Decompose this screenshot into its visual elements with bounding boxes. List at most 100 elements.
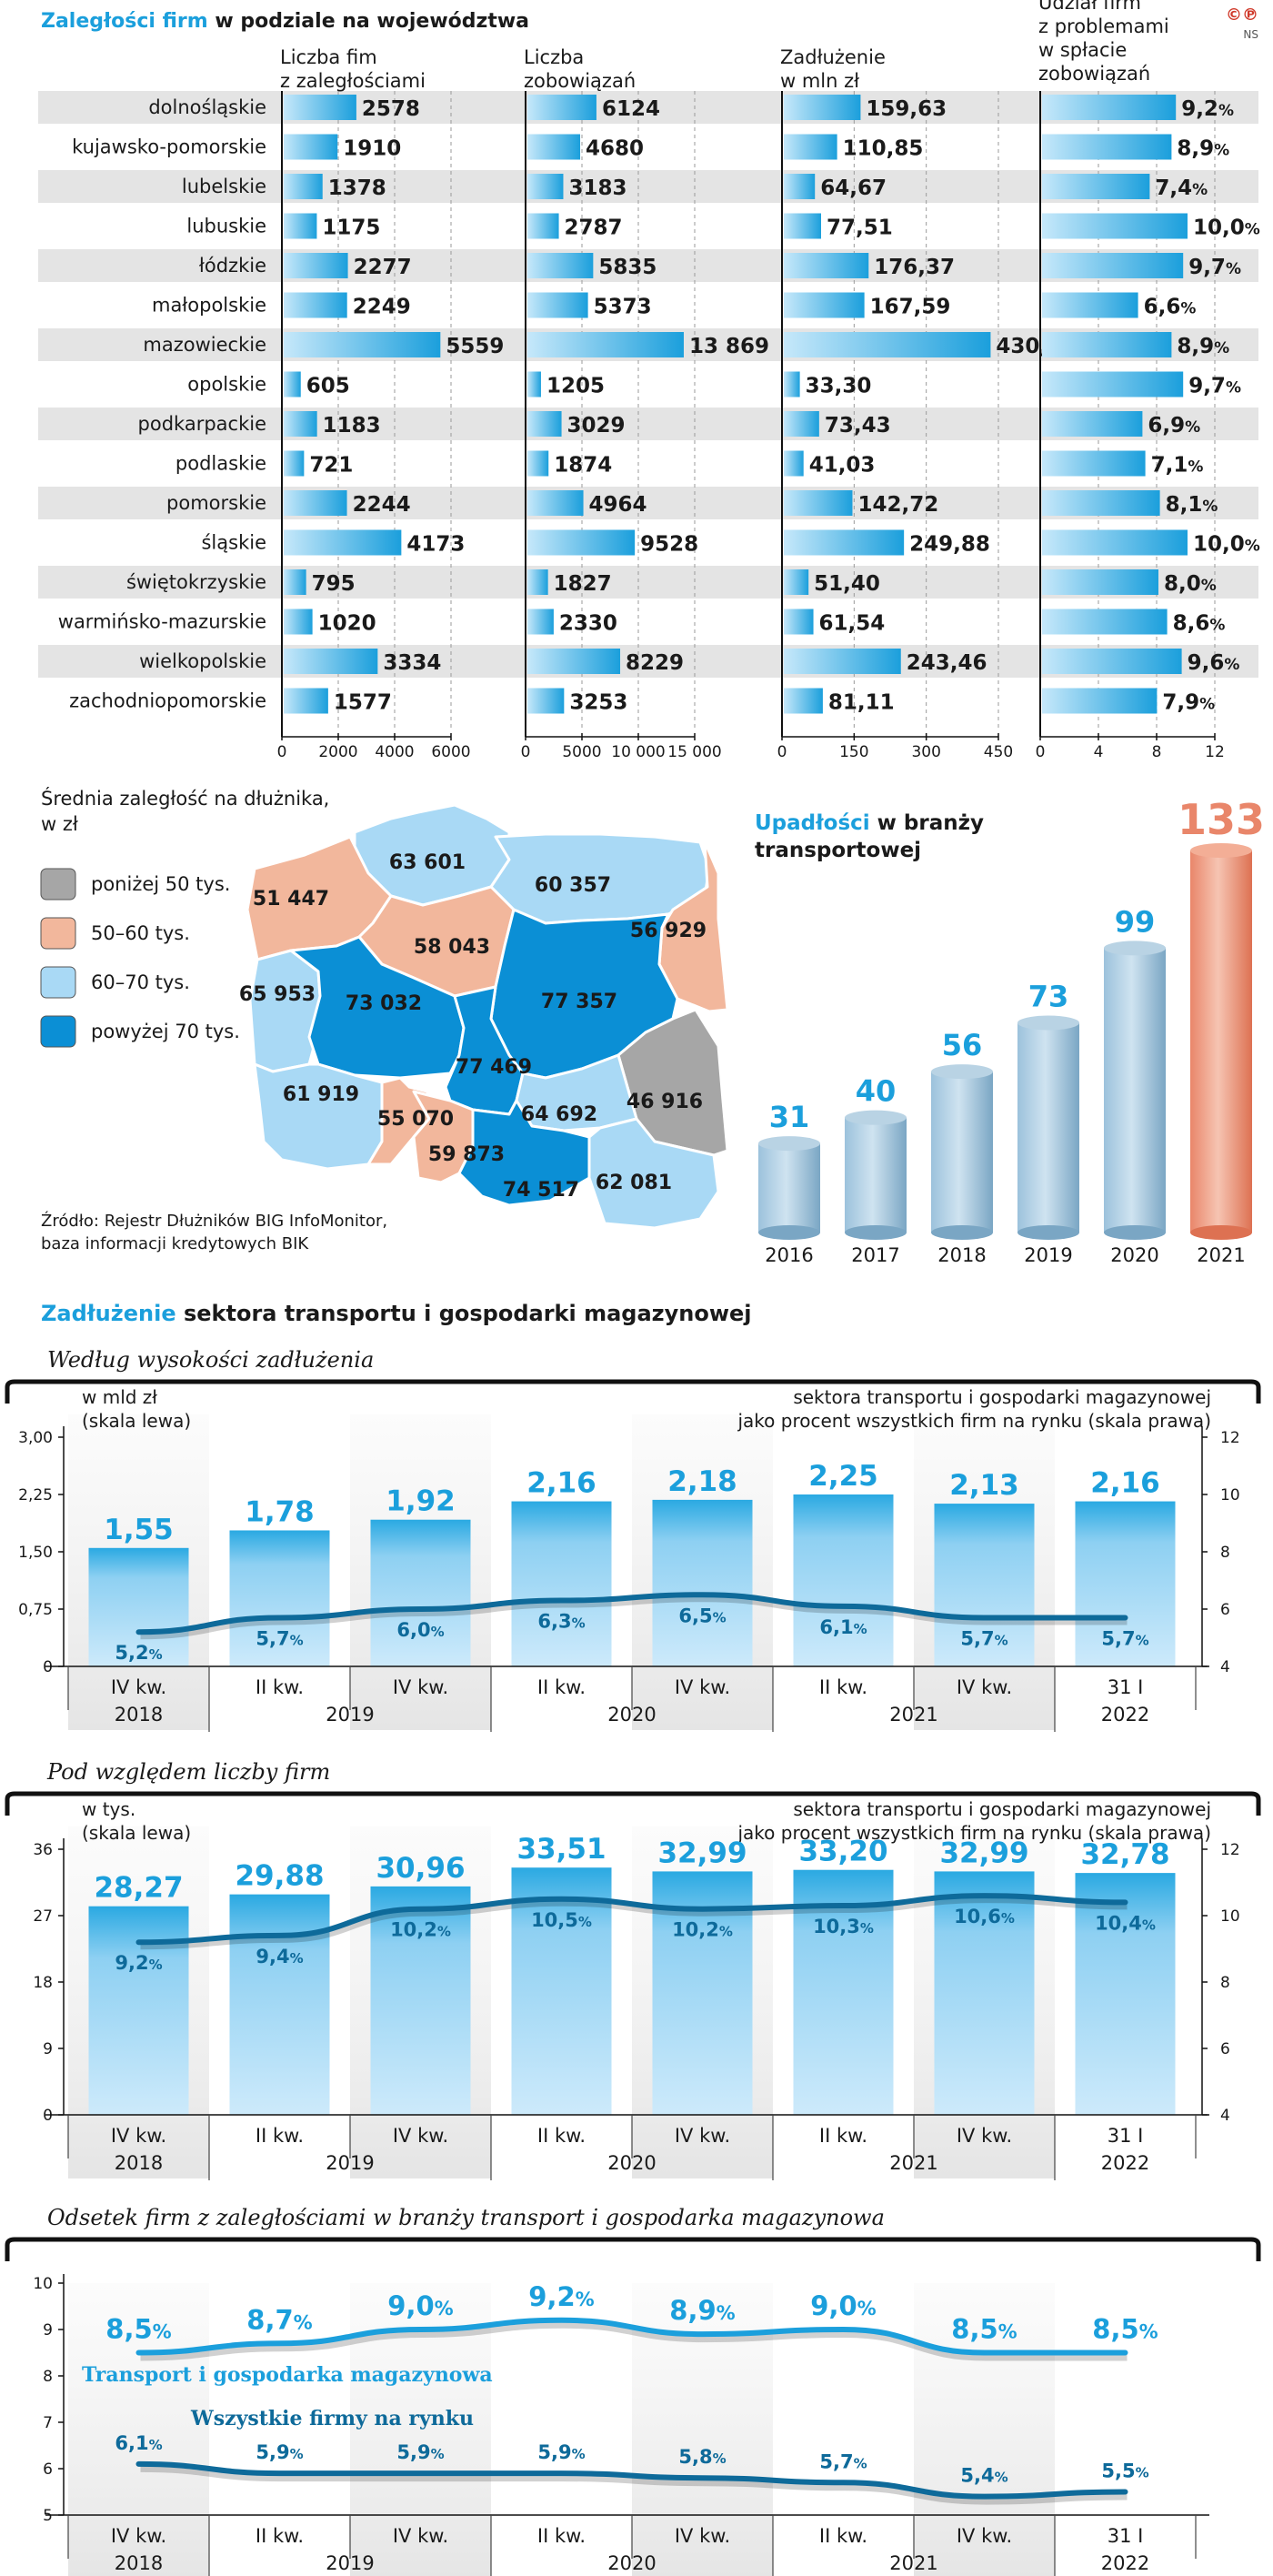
bar-value-label: 2,18 [667,1465,737,1498]
bar-top [931,1064,993,1080]
bar [1042,95,1177,120]
axis-category-label: II kw. [537,2525,586,2547]
right-axis-label: sektora transportu i gospodarki magazyno… [737,1386,1211,1432]
bar [527,490,584,516]
bar-value-label: 7,9% [1162,691,1215,715]
panel-title-line: z zaległościami [280,70,426,92]
axis-category-label: IV kw. [957,2125,1012,2147]
axis-year-label: 2018 [115,1704,163,1726]
chart-subtitle: Według wysokości zadłużenia [47,1347,374,1373]
bar [784,450,804,477]
left-axis-label-line: (skala lewa) [82,1410,191,1432]
legend-swatch [40,917,76,950]
source-note: Źródło: Rejestr Dłużników BIG InfoMonito… [41,1211,387,1253]
bar [784,292,865,318]
left-tick-label: 0 [43,2107,53,2125]
map-region [657,840,729,1013]
right-tick-label: 4 [1220,1658,1230,1676]
bar [1104,948,1166,1233]
bar-top [845,1110,907,1125]
bar-value-label: 5559 [446,335,504,358]
map-region-value: 64 692 [521,1103,597,1126]
left-tick-label: 5 [43,2507,53,2525]
bar-value-label: 1827 [554,572,612,596]
bar [527,411,562,437]
bankruptcy-title-part: w branży [870,811,984,835]
bar [511,1501,612,1666]
unit-suffix: % [1188,458,1203,477]
bar [784,134,837,160]
voivodeship-label: opolskie [187,374,266,396]
bar-value-label: 33,20 [798,1836,887,1868]
bar-value-label: 243,46 [907,651,987,675]
axis-year-label: 2021 [889,2552,937,2574]
bar-value-label: 3029 [567,414,626,438]
bar [527,649,621,674]
bar [284,569,306,595]
bar-value-label: 13 869 [689,335,769,358]
bar [284,332,441,357]
bar [784,332,991,357]
unit-suffix: % [431,1624,445,1640]
bar-value-label: 5835 [598,256,657,279]
axis-year-label: 2021 [889,2152,937,2174]
bar [1042,529,1188,556]
main-title-part: Zaległości firm [41,10,208,33]
unit-suffix: % [149,2437,163,2453]
bar [845,1117,907,1233]
section-title: Zadłużenie sektora transportu i gospodar… [41,1301,752,1326]
right-tick-label: 8 [1220,1974,1230,1992]
right-tick-label: 10 [1220,1486,1240,1504]
bar-value-label: 40 [856,1074,897,1109]
bar-value-label: 6124 [602,97,660,121]
map-region-value: 59 873 [428,1143,505,1166]
bar-value-label: 8229 [626,651,684,675]
map-region-value: 55 070 [377,1108,454,1131]
voivodeship-label: podlaskie [175,453,266,475]
bar [1042,569,1158,595]
map-region-value: 51 447 [253,888,329,911]
axis-year-label: 2019 [326,2552,374,2574]
bankruptcy-title-part: Upadłości [755,811,870,835]
axis-year-label: 2018 [115,2552,163,2574]
right-axis-label-line: sektora transportu i gospodarki magazyno… [793,1798,1211,1820]
map-region-value: 46 916 [626,1091,703,1113]
bar [284,253,348,278]
unit-suffix: % [995,1632,1008,1648]
bar-value-label: 249,88 [909,533,990,557]
left-tick-label: 10 [33,2275,53,2293]
axis-tick-label: 450 [984,743,1013,761]
bar-value-label: 9,6% [1188,651,1240,675]
unit-suffix: % [1218,102,1234,120]
left-axis-label: w tys.(skala lewa) [82,1798,191,1844]
bar-value-label: 29,88 [235,1860,324,1893]
bar-base [1017,1225,1079,1240]
line-value-label: 5,8% [678,2446,726,2468]
right-tick-label: 6 [1220,1601,1230,1619]
map-region [412,1090,475,1184]
bar [1075,1501,1176,1666]
series-line [135,2317,1128,2356]
left-tick-label: 0,75 [18,1601,53,1619]
voivodeship-label: zachodniopomorskie [69,690,266,712]
bar-value-label: 1205 [546,375,605,398]
axis-category-label: II kw. [819,2125,867,2147]
axis-year-label: 2022 [1101,1704,1149,1726]
axis-category-label: II kw. [256,2525,304,2547]
legend-label: powyżej 70 tys. [91,1021,240,1042]
bar [784,95,861,120]
line-value-label: 8,7% [246,2304,312,2335]
axis-tick-label: 5000 [562,743,601,761]
unit-suffix: % [435,2298,454,2319]
bar-value-label: 1175 [322,216,380,240]
line-value-label: 8,5% [1092,2314,1158,2345]
voivodeship-label: świętokrzyskie [126,571,266,593]
bar [793,1869,894,2115]
source-note-line: Źródło: Rejestr Dłużników BIG InfoMonito… [41,1211,387,1231]
axis-tick-label: 6000 [431,743,470,761]
axis-category-label: II kw. [256,2125,304,2147]
bar-value-label: 6,9% [1148,414,1200,438]
bar [1042,332,1172,357]
